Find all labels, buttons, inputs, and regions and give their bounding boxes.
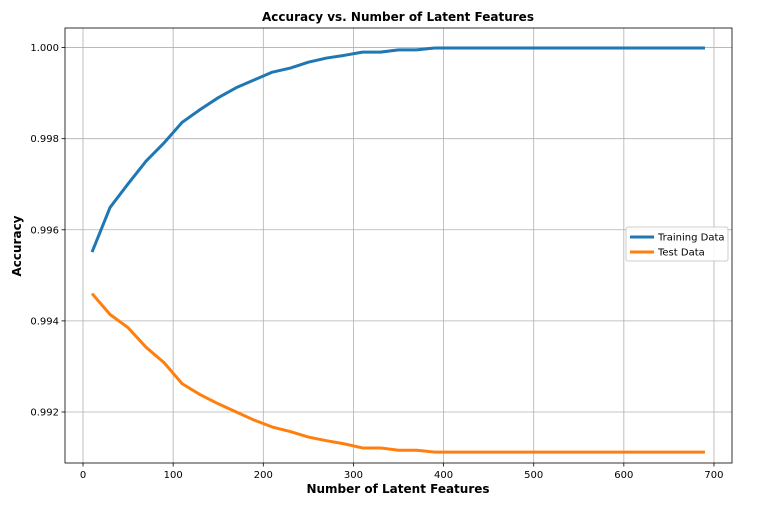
x-tick-label: 500 (524, 470, 543, 481)
x-tick-label: 700 (704, 470, 723, 481)
x-tick-label: 400 (434, 470, 453, 481)
y-axis-label: Accuracy (10, 215, 24, 276)
y-tick-label: 0.998 (30, 134, 59, 145)
x-tick-label: 100 (164, 470, 183, 481)
plot-area-frame (64, 27, 733, 464)
x-tick-label: 200 (254, 470, 273, 481)
legend-label: Test Data (657, 248, 705, 259)
series-lines (90, 46, 705, 454)
chart-title: Accuracy vs. Number of Latent Features (262, 10, 534, 24)
y-tick-label: 0.992 (30, 407, 59, 418)
legend: Training Data Test Data (625, 226, 729, 262)
series-line-0 (90, 46, 705, 253)
legend-label: Training Data (657, 233, 725, 244)
x-axis-ticks: 0 100 200 300 400 500 600 700 (80, 463, 724, 481)
x-tick-label: 300 (344, 470, 363, 481)
x-axis-label: Number of Latent Features (306, 482, 489, 496)
y-tick-label: 0.996 (30, 225, 59, 236)
x-tick-label: 600 (614, 470, 633, 481)
y-tick-label: 1.000 (30, 43, 59, 54)
series-line-1 (90, 292, 705, 454)
y-axis-ticks: 0.992 0.994 0.996 0.998 1.000 (30, 43, 65, 418)
y-tick-label: 0.994 (30, 316, 59, 327)
x-tick-label: 0 (80, 470, 86, 481)
